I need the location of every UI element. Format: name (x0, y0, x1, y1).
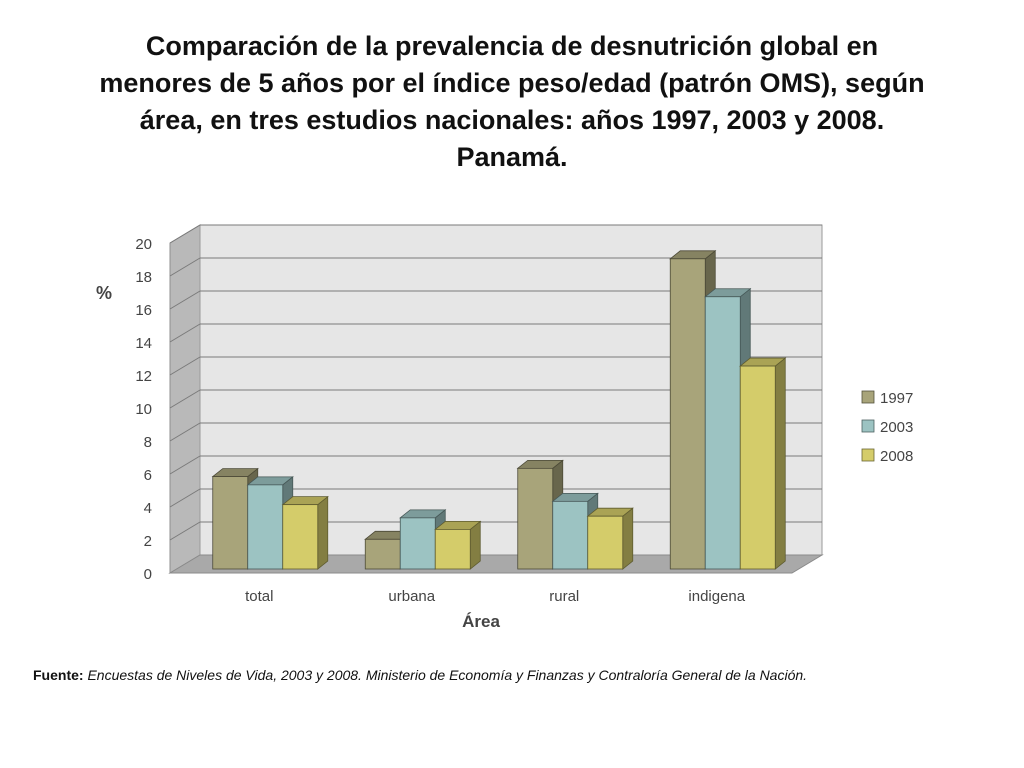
y-tick-label: 8 (144, 434, 152, 451)
y-tick-label: 18 (135, 269, 152, 286)
legend-swatch (861, 448, 875, 462)
title-line-2: menores de 5 años por el índice peso/eda… (99, 68, 925, 98)
y-tick-label: 12 (135, 368, 152, 385)
bar-side (622, 507, 634, 570)
legend-swatch (861, 419, 875, 433)
y-axis-title: % (96, 283, 112, 303)
y-tick-label: 0 (144, 566, 152, 583)
bar-2003-urbana (399, 517, 436, 570)
x-tick-label: rural (549, 588, 579, 605)
bar-2003-indigena (704, 296, 741, 570)
legend-label: 2003 (880, 419, 913, 436)
legend-label: 1997 (880, 390, 913, 407)
y-tick-label: 14 (135, 335, 152, 352)
bar-1997-rural (517, 467, 554, 570)
bar-2003-rural (552, 500, 589, 570)
y-tick-label: 6 (144, 467, 152, 484)
y-tick-label: 16 (135, 302, 152, 319)
y-tick-label: 2 (144, 533, 152, 550)
x-tick-label: indigena (688, 588, 745, 605)
legend-swatch (861, 390, 875, 404)
gridline-side (169, 224, 201, 244)
bar-2008-rural (587, 515, 624, 570)
x-tick-label: total (245, 588, 273, 605)
source-label: Fuente: (33, 667, 84, 683)
gridline-side (169, 488, 201, 508)
floor (168, 554, 824, 574)
bar-side (317, 495, 329, 570)
title-line-1: Comparación de la prevalencia de desnutr… (145, 31, 879, 61)
bar-2003-total (247, 484, 284, 570)
gridline-side (169, 455, 201, 475)
gridline-side (169, 290, 201, 310)
bar-2008-total (282, 504, 319, 570)
chart-title: Comparación de la prevalencia de desnutr… (40, 28, 984, 176)
legend-label: 2008 (880, 448, 913, 465)
title-line-3: área, en tres estudios nacionales: años … (139, 105, 885, 135)
gridline-side (169, 356, 201, 376)
y-tick-label: 20 (135, 236, 152, 253)
y-tick-label: 10 (135, 401, 152, 418)
gridline-side (169, 389, 201, 409)
bar-1997-urbana (364, 538, 401, 570)
source-note: Fuente: Encuestas de Niveles de Vida, 20… (33, 667, 807, 683)
x-tick-label: urbana (388, 588, 435, 605)
bar-2008-indigena (739, 365, 776, 570)
bar-side (774, 357, 786, 570)
gridline-side (169, 422, 201, 442)
bar-chart: 0 2 4 6 8 10 12 14 16 18 20% Área total urbana rural in… (96, 224, 913, 631)
source-text: Encuestas de Niveles de Vida, 2003 y 200… (83, 667, 808, 683)
bar-1997-total (212, 476, 249, 570)
x-axis-title: Área (462, 612, 500, 631)
gridline-side (169, 323, 201, 343)
gridline-side (169, 521, 201, 541)
y-tick-label: 4 (144, 500, 152, 517)
bar-1997-indigena (669, 258, 706, 570)
bar-2008-urbana (434, 529, 471, 570)
title-line-4: Panamá. (456, 142, 568, 172)
gridline-side (169, 257, 201, 277)
